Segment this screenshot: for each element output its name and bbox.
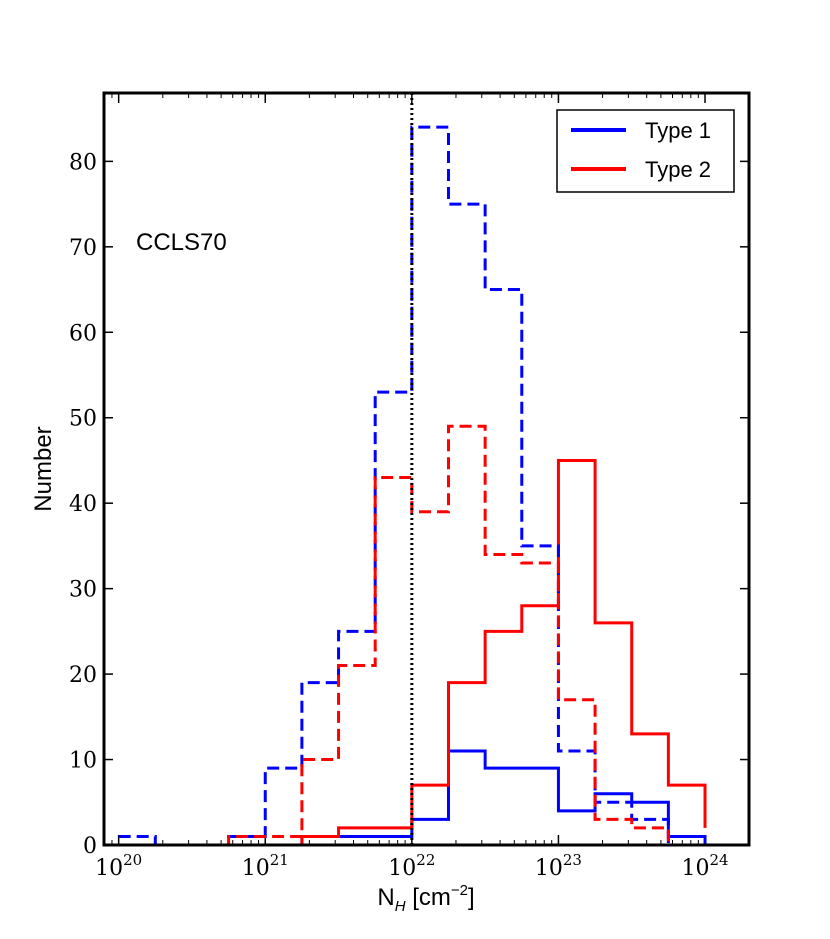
legend-box [556, 109, 735, 193]
y-tick-label: 0 [83, 834, 97, 859]
chart-annotation: CCLS70 [136, 229, 227, 256]
x-tick-label: 1024 [681, 851, 728, 881]
legend-label-type1: Type 1 [645, 118, 711, 143]
x-tick-label: 1023 [535, 851, 582, 881]
y-tick-label: 80 [69, 150, 97, 175]
y-tick-label: 10 [69, 749, 97, 774]
y-tick-label: 70 [69, 236, 97, 261]
legend-label-type2: Type 2 [645, 157, 711, 182]
x-tick-label: 1021 [242, 851, 289, 881]
plot-frame [102, 91, 751, 847]
y-tick-label: 40 [69, 492, 97, 517]
series-type-2-dashed [118, 424, 706, 847]
x-axis-title: NH [cm−2] [377, 882, 474, 915]
series-layer [118, 125, 707, 847]
legend: Type 1 Type 2 [556, 109, 735, 193]
x-tick-label: 1020 [95, 851, 142, 881]
y-tick-label: 30 [69, 578, 97, 603]
y-tick-label: 50 [69, 407, 97, 432]
y-tick-label: 60 [69, 321, 97, 346]
y-axis-title: Number [30, 426, 57, 511]
y-tick-label: 20 [69, 663, 97, 688]
x-tick-label: 1022 [388, 851, 435, 881]
